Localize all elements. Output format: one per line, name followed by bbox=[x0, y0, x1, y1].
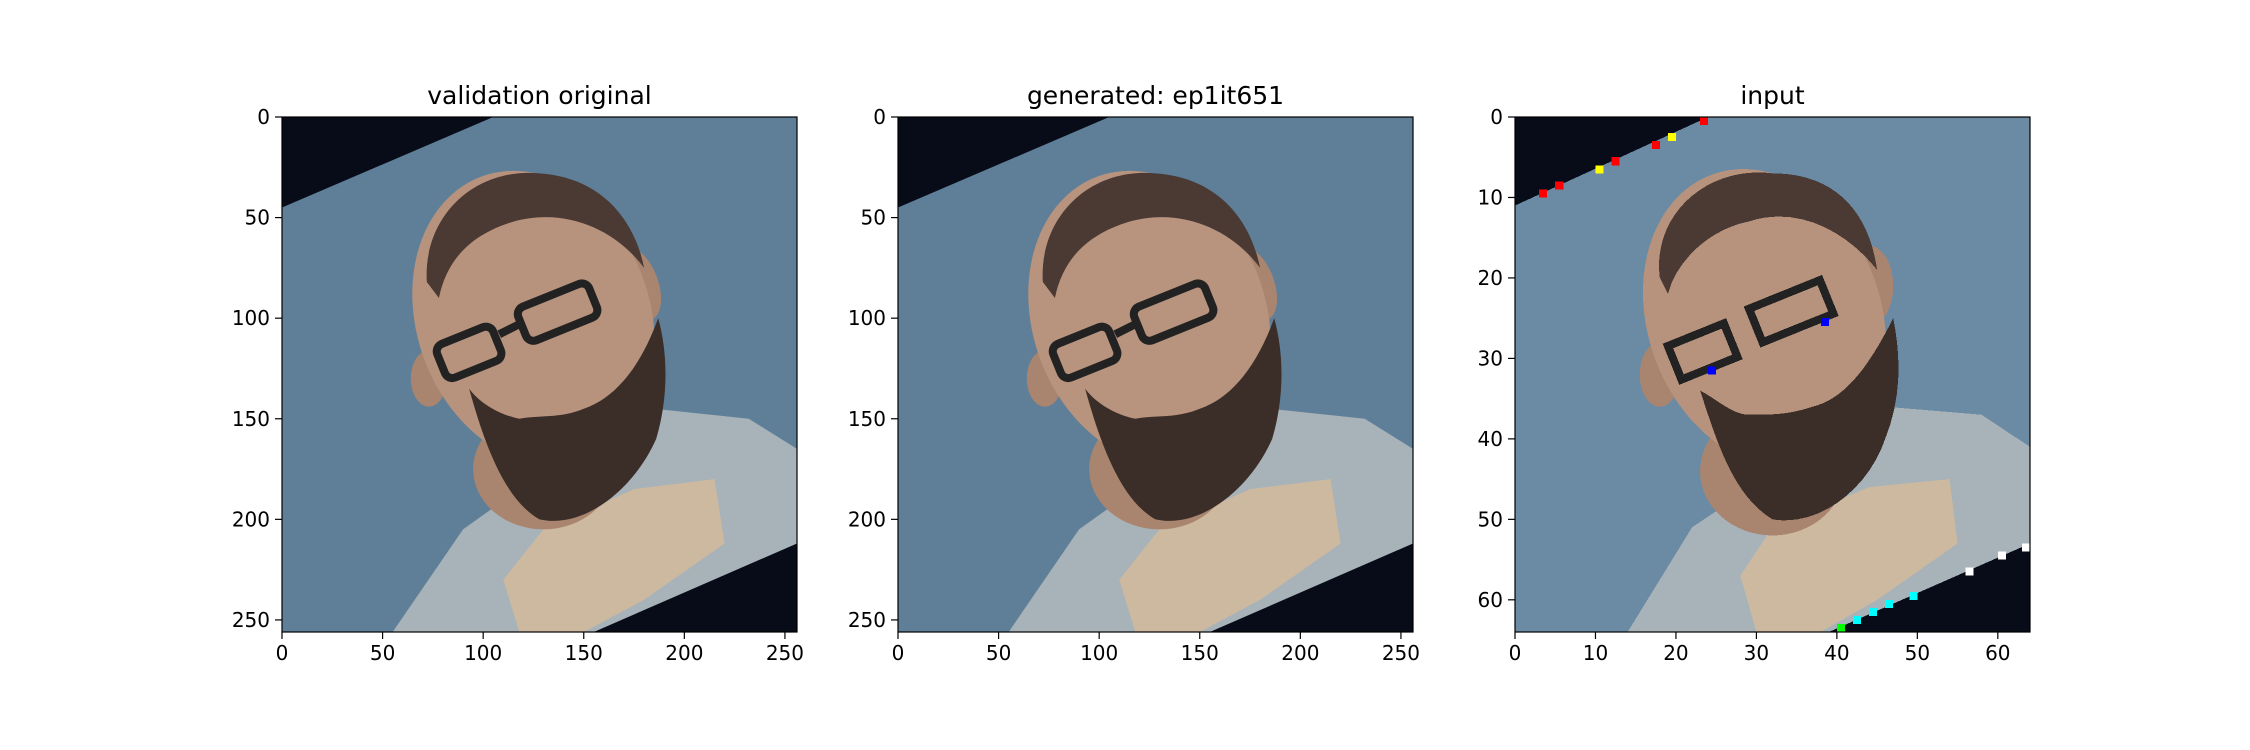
x-tick-label: 150 bbox=[1181, 641, 1219, 665]
y-tick-label: 50 bbox=[1478, 507, 1503, 531]
axes-frame bbox=[1514, 116, 2031, 633]
y-tick-label: 250 bbox=[232, 608, 270, 632]
landmark-red bbox=[1700, 117, 1709, 126]
x-tick-label: 250 bbox=[1382, 641, 1420, 665]
glasses-lens-right bbox=[1129, 279, 1218, 345]
x-tick-label: 0 bbox=[892, 641, 905, 665]
landmark-red bbox=[1555, 181, 1564, 190]
x-tick-label: 50 bbox=[1905, 641, 1930, 665]
panel-generated: generated: ep1it651 0 50 100 150 200 250 0 bbox=[848, 81, 1420, 665]
y-tick-label: 20 bbox=[1478, 266, 1503, 290]
undershirt bbox=[1119, 479, 1341, 632]
panel-title: input bbox=[1740, 81, 1805, 110]
x-tick-label: 0 bbox=[276, 641, 289, 665]
y-tick-label: 60 bbox=[1478, 588, 1503, 612]
y-tick-label: 40 bbox=[1478, 427, 1503, 451]
x-axis: 0 50 100 150 200 250 bbox=[276, 632, 804, 665]
panel-input: input bbox=[1478, 81, 2031, 665]
corner-fill-top bbox=[282, 117, 494, 208]
landmark-blue bbox=[1708, 366, 1717, 375]
x-axis: 0 50 100 150 200 250 bbox=[892, 632, 1420, 665]
beard bbox=[1085, 318, 1282, 521]
x-tick-label: 10 bbox=[1583, 641, 1608, 665]
y-tick-label: 10 bbox=[1478, 185, 1503, 209]
portrait-image bbox=[898, 117, 1413, 632]
corner-fill-top bbox=[898, 117, 1110, 208]
x-tick-label: 150 bbox=[565, 641, 603, 665]
y-tick-label: 0 bbox=[257, 105, 270, 129]
landmark-white bbox=[1965, 567, 1974, 576]
x-tick-label: 30 bbox=[1744, 641, 1769, 665]
panel-validation-original: validation original 0 50 100 150 200 250 0 bbox=[232, 81, 804, 665]
landmark-red bbox=[1539, 189, 1548, 198]
x-tick-label: 0 bbox=[1509, 641, 1522, 665]
x-tick-label: 200 bbox=[665, 641, 703, 665]
x-tick-label: 250 bbox=[766, 641, 804, 665]
undershirt bbox=[503, 479, 725, 632]
y-tick-label: 250 bbox=[848, 608, 886, 632]
undershirt bbox=[1740, 479, 1958, 632]
y-tick-label: 100 bbox=[232, 306, 270, 330]
head bbox=[412, 170, 655, 466]
hair bbox=[1042, 172, 1261, 299]
landmark-green bbox=[1836, 623, 1845, 632]
y-tick-label: 0 bbox=[1490, 105, 1503, 129]
portrait-image-lowres bbox=[1515, 117, 2030, 632]
y-tick-label: 150 bbox=[848, 407, 886, 431]
hair bbox=[1659, 172, 1878, 295]
y-tick-label: 50 bbox=[245, 206, 270, 230]
y-tick-label: 200 bbox=[232, 507, 270, 531]
x-tick-label: 60 bbox=[1985, 641, 2010, 665]
panel-title: generated: ep1it651 bbox=[1027, 81, 1284, 110]
y-tick-label: 200 bbox=[848, 507, 886, 531]
hair bbox=[426, 172, 645, 299]
x-tick-label: 200 bbox=[1281, 641, 1319, 665]
landmark-cyan bbox=[1885, 599, 1894, 608]
glasses-lens-right bbox=[513, 279, 602, 345]
landmark-red bbox=[1651, 141, 1660, 150]
portrait-image bbox=[282, 117, 797, 632]
beard bbox=[1700, 318, 1899, 521]
glasses-bridge bbox=[1113, 320, 1138, 338]
glasses-lens-right bbox=[1743, 274, 1839, 348]
y-axis: 0 10 20 30 40 50 60 bbox=[1478, 105, 1515, 612]
head bbox=[1028, 170, 1271, 466]
landmark-cyan bbox=[1909, 591, 1918, 600]
panel-title: validation original bbox=[427, 81, 651, 110]
landmark-yellow bbox=[1667, 133, 1676, 142]
axes-frame bbox=[897, 116, 1414, 633]
y-axis: 0 50 100 150 200 250 bbox=[232, 105, 282, 632]
landmark-white bbox=[2021, 543, 2030, 552]
x-tick-label: 20 bbox=[1663, 641, 1688, 665]
x-tick-label: 50 bbox=[370, 641, 395, 665]
glasses-lens-left bbox=[432, 322, 506, 383]
landmark-blue bbox=[1820, 318, 1829, 327]
y-tick-label: 0 bbox=[873, 105, 886, 129]
x-tick-label: 100 bbox=[1080, 641, 1118, 665]
beard bbox=[469, 318, 666, 521]
corner-fill-bottom bbox=[1209, 543, 1413, 632]
glasses-lens-left bbox=[1048, 322, 1122, 383]
landmark-white bbox=[1997, 551, 2006, 560]
landmark-cyan bbox=[1869, 607, 1878, 616]
glasses-bridge bbox=[497, 320, 522, 338]
x-tick-label: 50 bbox=[986, 641, 1011, 665]
landmark-cyan bbox=[1852, 615, 1862, 624]
landmark-yellow bbox=[1595, 165, 1604, 174]
x-axis: 0 10 20 30 40 50 60 bbox=[1509, 632, 2011, 665]
y-tick-label: 100 bbox=[848, 306, 886, 330]
x-tick-label: 100 bbox=[464, 641, 502, 665]
x-tick-label: 40 bbox=[1824, 641, 1849, 665]
axes-frame bbox=[281, 116, 798, 633]
y-tick-label: 150 bbox=[232, 407, 270, 431]
y-tick-label: 50 bbox=[861, 206, 886, 230]
landmark-red bbox=[1611, 157, 1620, 166]
corner-fill-top bbox=[1515, 117, 1709, 206]
y-tick-label: 30 bbox=[1478, 346, 1503, 370]
y-axis: 0 50 100 150 200 250 bbox=[848, 105, 898, 632]
